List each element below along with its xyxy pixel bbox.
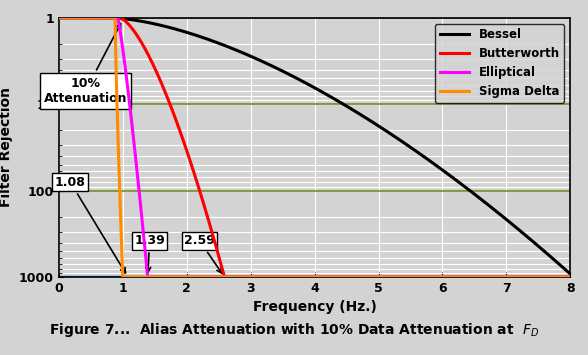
Text: 10%
Attenuation: 10% Attenuation: [44, 24, 128, 105]
Legend: Bessel, Butterworth, Elliptical, Sigma Delta: Bessel, Butterworth, Elliptical, Sigma D…: [435, 24, 564, 103]
Text: Figure 7...  Alias Attenuation with 10% Data Attenuation at  $\mathit{F_D}$: Figure 7... Alias Attenuation with 10% D…: [49, 321, 539, 339]
Text: 1.08: 1.08: [55, 176, 125, 273]
Y-axis label: Filter Rejection: Filter Rejection: [0, 87, 14, 207]
Text: 8.05: 8.05: [0, 354, 1, 355]
X-axis label: Frequency (Hz.): Frequency (Hz.): [253, 300, 376, 314]
Text: 1.39: 1.39: [134, 234, 165, 272]
Text: 2.59: 2.59: [184, 234, 222, 273]
